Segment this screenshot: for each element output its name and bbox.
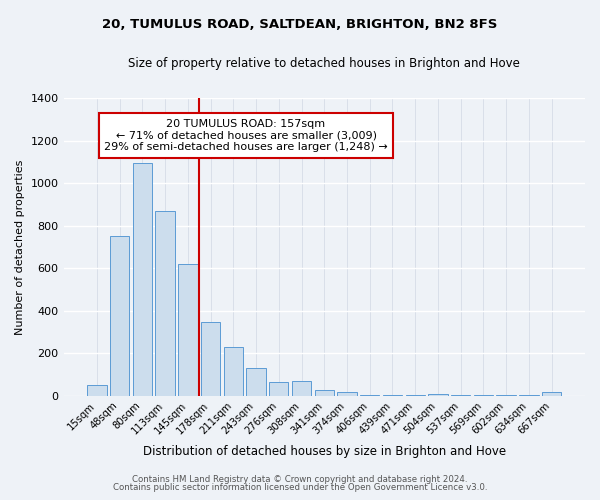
Bar	[155, 210, 175, 396]
Bar	[519, 395, 539, 396]
Bar	[87, 385, 107, 396]
Bar	[292, 381, 311, 396]
Text: 20, TUMULUS ROAD, SALTDEAN, BRIGHTON, BN2 8FS: 20, TUMULUS ROAD, SALTDEAN, BRIGHTON, BN…	[103, 18, 497, 30]
Bar	[224, 347, 243, 396]
Text: 20 TUMULUS ROAD: 157sqm
← 71% of detached houses are smaller (3,009)
29% of semi: 20 TUMULUS ROAD: 157sqm ← 71% of detache…	[104, 119, 388, 152]
Title: Size of property relative to detached houses in Brighton and Hove: Size of property relative to detached ho…	[128, 58, 520, 70]
Bar	[496, 395, 516, 396]
Bar	[201, 322, 220, 396]
Bar	[474, 395, 493, 396]
Bar	[314, 390, 334, 396]
Bar	[406, 395, 425, 396]
Text: Contains HM Land Registry data © Crown copyright and database right 2024.: Contains HM Land Registry data © Crown c…	[132, 475, 468, 484]
Bar	[451, 395, 470, 396]
Bar	[247, 368, 266, 396]
Bar	[360, 395, 379, 396]
Bar	[133, 163, 152, 396]
Bar	[337, 392, 356, 396]
Bar	[383, 395, 402, 396]
Bar	[110, 236, 130, 396]
Y-axis label: Number of detached properties: Number of detached properties	[15, 159, 25, 334]
Bar	[542, 392, 561, 396]
X-axis label: Distribution of detached houses by size in Brighton and Hove: Distribution of detached houses by size …	[143, 444, 506, 458]
Bar	[178, 264, 197, 396]
Bar	[269, 382, 289, 396]
Text: Contains public sector information licensed under the Open Government Licence v3: Contains public sector information licen…	[113, 484, 487, 492]
Bar	[428, 394, 448, 396]
